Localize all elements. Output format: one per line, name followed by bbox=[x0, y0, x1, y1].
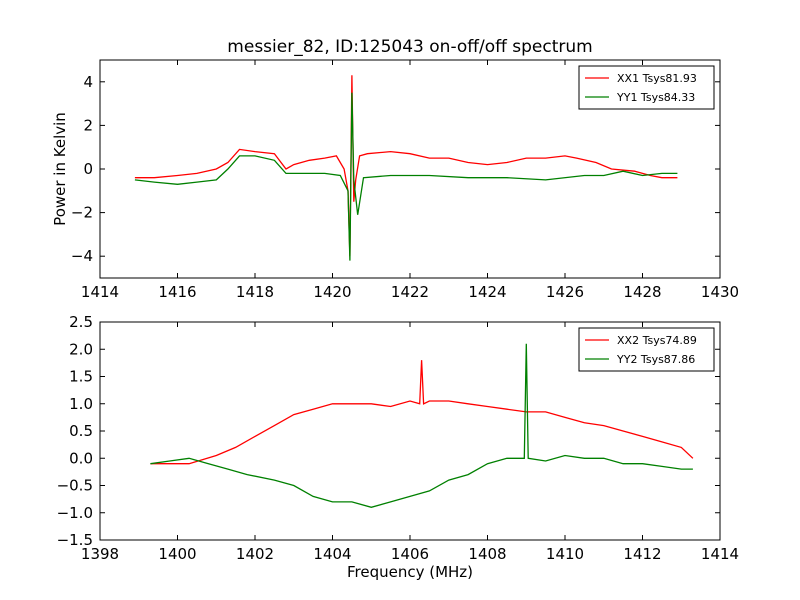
x-tick-label: 1398 bbox=[81, 545, 119, 563]
y-tick-label: −1.5 bbox=[57, 531, 93, 549]
x-tick-label: 1424 bbox=[468, 283, 506, 301]
x-tick-label: 1422 bbox=[391, 283, 429, 301]
x-tick-label: 1430 bbox=[701, 283, 739, 301]
x-tick-label: 1402 bbox=[236, 545, 274, 563]
y-tick-label: 1.5 bbox=[69, 368, 93, 386]
x-tick-label: 1404 bbox=[313, 545, 351, 563]
series-line-yy bbox=[150, 343, 693, 508]
legend-entry: YY1 Tsys84.33 bbox=[616, 91, 695, 104]
x-tick-label: 1416 bbox=[158, 283, 196, 301]
y-tick-label: −0.5 bbox=[57, 477, 93, 495]
x-tick-label: 1400 bbox=[158, 545, 196, 563]
y-tick-label: 1.0 bbox=[69, 395, 93, 413]
x-tick-label: 1410 bbox=[546, 545, 584, 563]
top-spectrum-subplot: messier_82, ID:125043 on-off/off spectru… bbox=[51, 37, 739, 301]
y-tick-label: 2.0 bbox=[69, 340, 93, 358]
series-line-yy bbox=[134, 92, 678, 261]
x-tick-label: 1414 bbox=[81, 283, 119, 301]
chart-title: messier_82, ID:125043 on-off/off spectru… bbox=[227, 37, 592, 57]
y-tick-label: 4 bbox=[83, 73, 93, 91]
x-tick-label: 1414 bbox=[701, 545, 739, 563]
y-tick-label: 0.5 bbox=[69, 422, 93, 440]
legend-entry: XX2 Tsys74.89 bbox=[617, 334, 697, 347]
y-tick-label: 2 bbox=[83, 116, 93, 134]
y-tick-label: 2.5 bbox=[69, 313, 93, 331]
x-tick-label: 1420 bbox=[313, 283, 351, 301]
y-tick-label: −4 bbox=[71, 247, 93, 265]
y-tick-label: 0.0 bbox=[69, 449, 93, 467]
x-tick-label: 1408 bbox=[468, 545, 506, 563]
y-tick-label: −1.0 bbox=[57, 504, 93, 522]
x-tick-label: 1418 bbox=[236, 283, 274, 301]
series-line-xx bbox=[134, 75, 678, 257]
x-tick-label: 1428 bbox=[623, 283, 661, 301]
legend-entry: XX1 Tsys81.93 bbox=[617, 72, 697, 85]
legend-entry: YY2 Tsys87.86 bbox=[616, 353, 695, 366]
x-tick-label: 1426 bbox=[546, 283, 584, 301]
bottom-spectrum-subplot: Frequency (MHz) 1398 1400 1402 1404 1406 1408… bbox=[57, 313, 740, 581]
legend: XX1 Tsys81.93 YY1 Tsys84.33 bbox=[578, 65, 715, 110]
y-tick-label: 0 bbox=[83, 160, 93, 178]
y-axis-label: Power in Kelvin bbox=[51, 112, 69, 226]
y-tick-label: −2 bbox=[71, 204, 93, 222]
x-tick-label: 1412 bbox=[623, 545, 661, 563]
x-axis-label: Frequency (MHz) bbox=[347, 563, 473, 581]
legend: XX2 Tsys74.89 YY2 Tsys87.86 bbox=[578, 327, 715, 372]
legend-box bbox=[578, 327, 715, 372]
x-tick-label: 1406 bbox=[391, 545, 429, 563]
legend-box bbox=[578, 65, 715, 110]
series-line-xx bbox=[150, 360, 694, 465]
